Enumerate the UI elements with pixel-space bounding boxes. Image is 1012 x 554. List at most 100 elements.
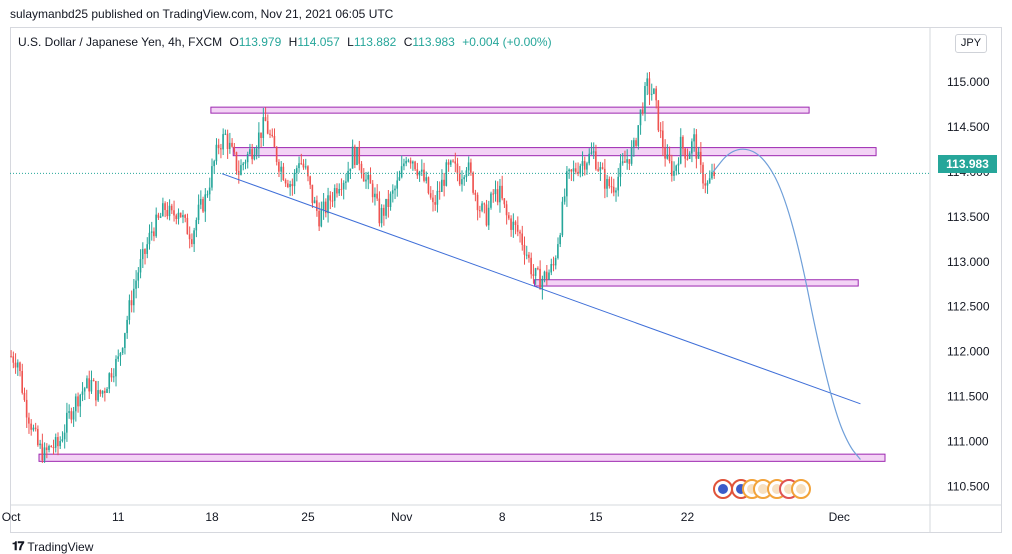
candle-body [579,165,582,174]
candle-body [333,188,336,201]
candle-body [139,259,142,273]
candle-body [349,168,352,171]
candle-body [516,225,519,232]
candle-body [220,148,222,150]
candle-body [490,193,492,208]
candle-body [260,132,262,138]
candle-body [608,178,611,187]
candle-body [338,188,340,194]
candle-body [157,214,160,218]
candle-body [195,219,198,231]
candle-body [342,182,345,190]
tradingview-logo-icon[interactable]: 𝟏𝟕 [12,539,24,553]
candle-body [447,162,450,165]
x-tick-label: 18 [205,510,219,524]
candle-body [632,140,635,148]
candle-body [173,210,175,216]
x-tick-label: 25 [301,510,315,524]
candle-body [411,161,414,164]
horizontal-zone [210,106,810,114]
candle-body [704,183,707,186]
candle-body [128,300,131,320]
candle-body [23,392,26,400]
candle-body [407,160,410,162]
candle-body [641,109,644,114]
candle-body [691,141,693,154]
candle-body [626,159,628,163]
candle-body [552,263,555,266]
candle-body [19,362,21,372]
symbol-legend: U.S. Dollar / Japanese Yen, 4h, FXCM O11… [18,35,552,49]
candle-body [657,100,660,131]
candle-body [327,195,329,214]
candle-body [365,179,367,182]
candle-body [628,159,631,164]
candle-body [693,134,695,142]
candle-body [659,130,662,132]
candle-body [494,189,497,195]
candle-body [581,161,584,166]
candle-body [351,146,354,169]
symbol-name: U.S. Dollar / Japanese Yen, 4h, FXCM [18,35,223,49]
candle-body [83,388,86,392]
candle-body [153,231,155,237]
candle-body [54,437,57,448]
candle-body [677,163,680,166]
currency-button[interactable]: JPY [955,34,987,53]
candle-body [324,201,327,214]
candle-body [699,151,702,165]
candle-body [81,391,84,395]
candle-body [193,230,195,245]
candle-body [226,133,229,149]
event-flag-icon-inner [758,484,768,494]
candle-body [525,254,528,256]
candle-body [316,200,318,211]
candle-body [34,427,37,429]
candle-body [112,376,115,378]
candle-body [115,358,117,377]
footer-brand[interactable]: TradingView [27,539,94,554]
candle-body [559,235,561,245]
x-tick-label: Nov [391,510,412,524]
candle-body [416,169,419,176]
candle-body [224,133,227,135]
y-axis: 115.000114.500114.000113.500113.000112.5… [947,75,990,494]
candle-body [695,134,698,159]
candle-body [523,244,526,255]
candle-body [505,204,508,216]
candle-body [374,193,376,198]
x-tick-label: Oct [2,510,21,524]
candle-body [92,379,95,382]
candle-body [70,411,73,420]
candle-body [420,169,423,172]
candle-body [197,204,200,220]
y-tick-label: 113.000 [947,255,990,269]
x-tick-label: 15 [589,510,603,524]
candle-body [222,134,224,150]
x-tick-label: 22 [681,510,695,524]
candle-body [588,153,590,164]
candle-body [708,178,711,183]
candle-body [492,193,494,195]
candle-body [561,201,564,236]
candle-body [291,184,294,187]
candle-body [148,232,151,245]
candle-body [441,179,443,192]
candle-body [376,193,378,199]
candle-body [668,154,671,162]
y-tick-label: 112.000 [947,345,990,359]
candle-body [244,162,247,164]
candle-body [496,189,499,203]
candle-body [601,167,604,169]
candle-body [77,396,79,407]
candle-body [331,200,334,202]
candle-body [358,147,361,164]
candle-body [425,177,428,181]
x-tick-label: 11 [112,510,125,524]
candle-body [208,187,211,195]
candle-body [295,168,298,173]
candle-body [170,205,173,211]
y-tick-label: 111.500 [947,390,989,404]
candle-body [345,181,347,183]
